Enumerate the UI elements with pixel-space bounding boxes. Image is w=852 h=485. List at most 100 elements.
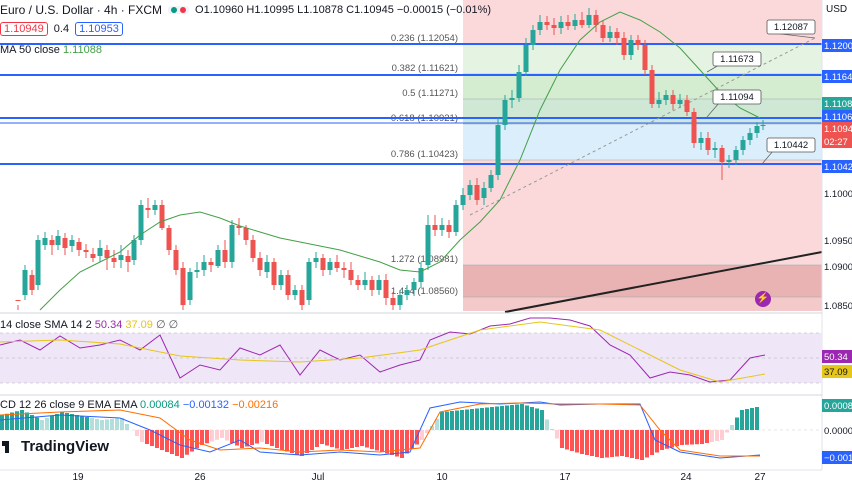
- macd-histogram-bar: [310, 430, 314, 450]
- macd-histogram-bar: [45, 418, 49, 430]
- candle: [111, 258, 117, 262]
- fib-level-label: 0.236 (1.12054): [391, 33, 458, 44]
- price-callout-label: 1.11094: [720, 92, 754, 103]
- price-tag: [822, 122, 852, 135]
- macd-histogram-bar: [50, 416, 54, 430]
- ma-value: 1.11088: [62, 44, 102, 56]
- rsi-band-value: ∅ ∅: [155, 319, 179, 331]
- candle: [355, 280, 361, 285]
- macd-histogram-bar: [715, 430, 719, 441]
- axis-currency: USD: [826, 4, 848, 15]
- status-dots[interactable]: [168, 6, 190, 14]
- macd-histogram-bar: [505, 405, 509, 430]
- macd-histogram-bar: [395, 430, 399, 457]
- macd-histogram-bar: [270, 430, 274, 446]
- rsi-tag-label: 37.09: [824, 367, 848, 378]
- candle: [656, 100, 662, 104]
- macd-value: −0.00132: [182, 399, 230, 411]
- candle: [152, 205, 158, 210]
- ohlc-values: O1.10960 H1.10995 L1.10878 C1.10945 −0.0…: [195, 4, 492, 16]
- candle: [271, 262, 277, 285]
- candle: [544, 22, 550, 25]
- candle: [593, 15, 599, 25]
- candle: [348, 270, 354, 280]
- candle: [747, 133, 753, 140]
- candle: [467, 185, 473, 195]
- price-tag: [822, 160, 852, 173]
- candle: [341, 268, 347, 270]
- macd-histogram-bar: [245, 430, 249, 447]
- rsi-tag-label: 50.34: [824, 352, 848, 363]
- macd-histogram-bar: [590, 430, 594, 456]
- candle: [404, 290, 410, 295]
- macd-histogram-bar: [685, 430, 689, 445]
- candle: [201, 262, 207, 270]
- macd-histogram-bar: [265, 430, 269, 444]
- macd-histogram-bar: [70, 414, 74, 430]
- macd-histogram-bar: [450, 411, 454, 430]
- macd-legend[interactable]: CD 12 26 close 9 EMA EMA 0.00084 −0.0013…: [0, 399, 278, 411]
- fib-zone: [463, 99, 822, 124]
- rsi-tag: [822, 365, 852, 378]
- lightning-icon[interactable]: ⚡: [755, 291, 771, 307]
- macd-histogram-bar: [390, 430, 394, 455]
- candle: [740, 140, 746, 150]
- candle: [572, 20, 578, 26]
- macd-histogram-bar: [335, 430, 339, 449]
- macd-histogram-bar: [455, 410, 459, 430]
- macd-histogram-bar: [105, 419, 109, 430]
- candle: [145, 208, 151, 210]
- candle: [726, 160, 732, 162]
- candle: [159, 205, 165, 228]
- macd-histogram-bar: [195, 430, 199, 449]
- candle: [104, 250, 110, 258]
- sell-price-button[interactable]: 1.10949: [0, 22, 48, 36]
- macd-histogram-bar: [165, 430, 169, 452]
- macd-histogram-bar: [275, 430, 279, 448]
- rsi-value: 50.34: [94, 319, 123, 331]
- macd-tag: [822, 451, 852, 464]
- macd-histogram-bar: [435, 419, 439, 430]
- candle: [411, 282, 417, 290]
- price-tick: 1.0850: [824, 301, 852, 312]
- price-callout: [712, 51, 762, 67]
- macd-histogram-bar: [230, 430, 234, 443]
- candle: [684, 100, 690, 112]
- candle: [97, 248, 103, 256]
- candle: [565, 22, 571, 26]
- macd-histogram-bar: [0, 415, 4, 430]
- macd-histogram-bar: [205, 430, 209, 444]
- candle: [439, 225, 445, 230]
- price-callout-label: 1.10442: [774, 140, 808, 151]
- macd-histogram-bar: [730, 425, 734, 430]
- symbol-title[interactable]: Euro / U.S. Dollar · 4h · FXCM: [0, 3, 163, 17]
- macd-histogram-bar: [295, 430, 299, 455]
- macd-histogram-bar: [360, 430, 364, 446]
- candle: [705, 138, 711, 150]
- fib-zone: [463, 297, 822, 311]
- macd-histogram-bar: [125, 424, 129, 430]
- candle: [15, 300, 21, 301]
- macd-signal-line: [0, 402, 760, 457]
- rsi-legend[interactable]: 14 close SMA 14 2 50.34 37.09 ∅ ∅: [0, 318, 178, 331]
- fib-zone: [463, 160, 822, 265]
- macd-histogram-bar: [565, 430, 569, 450]
- candle: [222, 250, 228, 262]
- fib-level-label: 0.786 (1.10423): [391, 149, 458, 160]
- candle: [733, 150, 739, 160]
- candle: [376, 280, 382, 290]
- macd-histogram-bar: [120, 418, 124, 430]
- candle: [264, 262, 270, 272]
- macd-histogram-bar: [240, 430, 244, 448]
- macd-histogram-bar: [305, 430, 309, 453]
- ma-legend[interactable]: MA 50 close 1.11088: [0, 44, 102, 56]
- macd-histogram-bar: [460, 410, 464, 430]
- buy-price-button[interactable]: 1.10953: [75, 22, 123, 36]
- chart-header: Euro / U.S. Dollar · 4h · FXCM O1.10960 …: [0, 0, 491, 20]
- candle: [719, 148, 725, 162]
- macd-histogram-bar: [280, 430, 284, 450]
- macd-histogram-bar: [285, 430, 289, 452]
- macd-histogram-bar: [405, 430, 409, 454]
- macd-histogram-bar: [185, 430, 189, 455]
